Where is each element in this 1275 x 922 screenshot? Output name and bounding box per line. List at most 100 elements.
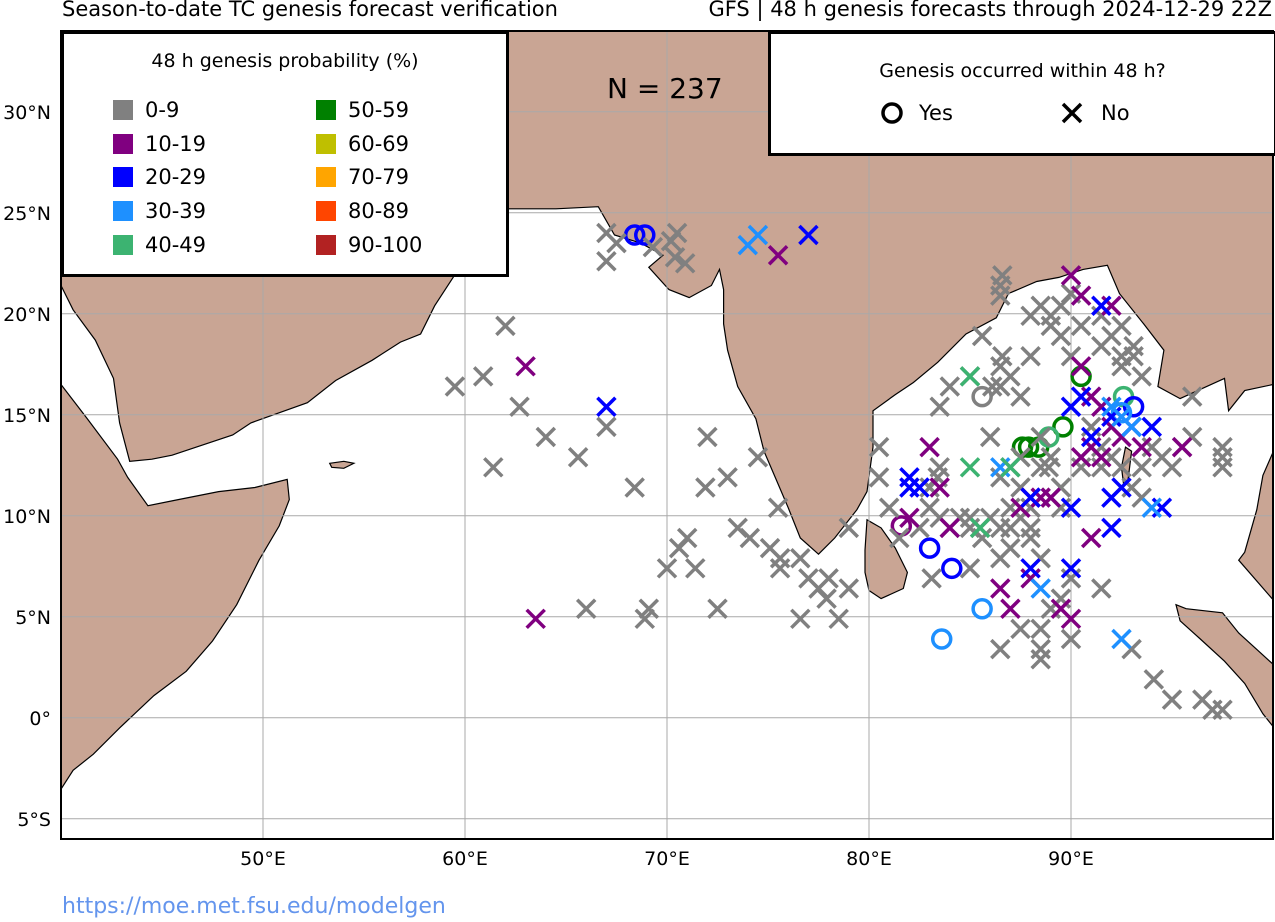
genesis-no-marker [1111,457,1132,478]
genesis-no-marker [739,527,761,549]
color-swatch [316,167,336,188]
genesis-no-marker [939,376,961,397]
genesis-no-marker [990,376,1011,397]
x-tick-label: 60°E [442,848,488,870]
genesis-no-marker [939,517,961,539]
chart-title-right: GFS | 48 h genesis forecasts through 202… [708,0,1272,21]
probability-legend-item: 30-39 [113,199,206,223]
genesis-yes-marker [930,628,953,650]
color-swatch [113,100,133,120]
genesis-no-marker [717,467,738,488]
genesis-no-marker [919,436,940,458]
land-sumatra [1175,603,1273,728]
genesis-yes-marker [971,597,993,620]
genesis-yes-marker [1110,402,1133,424]
land-africa [61,383,290,839]
probability-legend-label: 80-89 [348,199,410,224]
genesis-no-marker [1060,628,1082,650]
genesis-no-marker [1020,558,1041,579]
genesis-no-marker [674,253,696,274]
genesis-no-marker [992,265,1013,286]
genesis-no-marker [596,396,617,417]
genesis-no-marker [575,598,597,619]
genesis-no-marker [1212,436,1233,458]
genesis-no-marker [707,598,728,619]
genesis-no-marker [1091,295,1112,316]
probability-legend-item: 70-79 [316,165,409,189]
color-swatch [113,234,133,255]
genesis-no-marker [596,251,617,272]
genesis-no-marker [1060,265,1082,286]
genesis-no-marker [990,638,1011,660]
color-swatch [316,100,336,120]
genesis-no-marker [889,527,910,549]
y-tick-label: 25°N [3,203,51,225]
genesis-no-marker [1060,558,1082,579]
x-tick-labels: 50°E 60°E 70°E 80°E 90°E [240,848,1094,870]
genesis-yes-marker [971,385,993,408]
probability-legend-item: 10-19 [113,132,206,156]
genesis-no-marker [828,608,849,630]
genesis-no-marker [624,477,645,498]
genesis-no-marker [1091,578,1112,599]
genesis-no-marker [929,457,950,478]
genesis-no-marker [535,426,557,448]
genesis-no-marker [1143,669,1165,690]
cross-marker-icon [1061,102,1083,124]
genesis-no-marker [790,547,811,569]
genesis-no-marker [1111,477,1132,498]
probability-legend-title: 48 h genesis probability (%) [151,50,419,72]
genesis-no-marker [868,467,890,488]
genesis-no-marker [990,578,1011,599]
genesis-no-marker [990,547,1011,569]
genesis-no-marker [695,477,716,498]
genesis-no-marker [1131,366,1152,387]
genesis-no-marker [1030,426,1051,448]
genesis-no-marker [798,224,819,246]
genesis-no-marker [981,376,1003,397]
y-tick-label: 5°S [17,809,51,831]
probability-legend-item: 20-29 [113,165,206,189]
probability-legend-label: 10-19 [145,131,207,156]
genesis-no-marker [1000,598,1021,619]
genesis-no-marker [971,325,993,347]
probability-legend-item: 50-59 [316,98,409,122]
probability-legend-label: 90-100 [348,232,423,257]
genesis-no-marker [1060,497,1082,518]
genesis-no-marker [1060,608,1082,630]
genesis-no-marker [1111,315,1132,337]
genesis-no-marker [1030,648,1051,670]
genesis-no-marker [790,608,811,630]
color-swatch [316,201,336,222]
genesis-no-marker [1091,446,1112,468]
genesis-no-marker [1080,426,1102,448]
circle-marker-icon [881,102,903,124]
genesis-no-marker [1161,689,1183,710]
genesis-no-marker [959,457,981,478]
genesis-no-marker [1030,618,1051,640]
y-tick-label: 10°N [3,506,51,528]
genesis-no-marker [1131,457,1152,478]
genesis-no-marker [697,426,718,448]
y-tick-label: 30°N [3,102,51,124]
land-socotra [328,460,356,469]
probability-legend-label: 0-9 [145,98,180,122]
genesis-no-marker [634,608,656,630]
genesis-no-marker [969,517,991,539]
genesis-no-marker [1131,436,1152,458]
genesis-no-marker [1070,356,1092,377]
genesis-yes-marker [634,224,656,246]
genesis-no-marker [1141,497,1163,518]
probability-legend-item: 80-89 [316,199,409,223]
genesis-no-marker [1161,457,1183,478]
probability-legend-item: 90-100 [316,233,422,257]
genesis-no-marker [1030,578,1051,599]
genesis-no-marker [769,558,791,579]
outcome-legend-title: Genesis occurred within 48 h? [879,60,1166,82]
x-tick-label: 90°E [1048,848,1094,870]
source-url-link[interactable]: https://moe.met.fsu.edu/modelgen [62,894,446,919]
color-swatch [113,167,133,188]
genesis-no-marker [1070,315,1092,337]
genesis-yes-marker [941,557,963,580]
genesis-no-marker [596,416,617,438]
